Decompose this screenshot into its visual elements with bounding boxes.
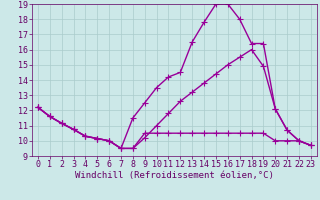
X-axis label: Windchill (Refroidissement éolien,°C): Windchill (Refroidissement éolien,°C) [75,171,274,180]
